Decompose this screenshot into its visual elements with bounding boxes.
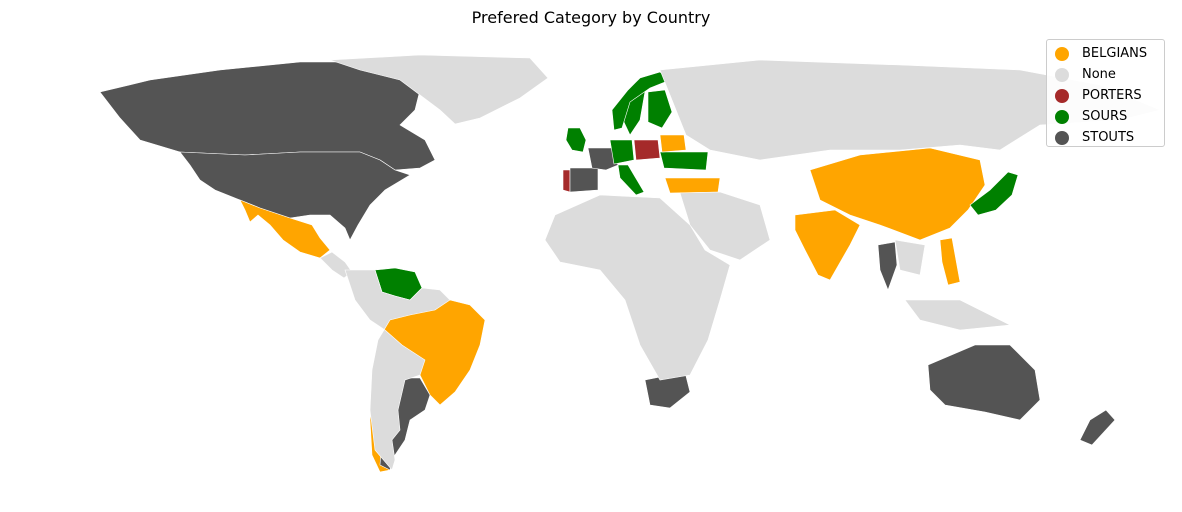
- region-france: [587, 147, 619, 171]
- legend-label: SOURS: [1082, 109, 1128, 124]
- region-southeast-asia-other: [894, 239, 1012, 331]
- region-africa-other: [544, 194, 731, 381]
- region-poland: [633, 139, 661, 161]
- region-russia: [659, 59, 1161, 161]
- legend-marker-icon: [1055, 88, 1069, 103]
- region-germany: [609, 139, 635, 165]
- legend-label: STOUTS: [1082, 130, 1135, 145]
- region-finland: [647, 89, 673, 129]
- region-south-america-other: [344, 269, 451, 471]
- region-turkey: [664, 177, 721, 194]
- legend-item-stouts: STOUTS: [1055, 127, 1164, 148]
- region-new-zealand: [1079, 409, 1116, 446]
- legend-marker-icon: [1055, 67, 1069, 82]
- region-australia: [927, 344, 1041, 421]
- region-greenland: [329, 54, 549, 125]
- legend: BELGIANS None PORTERS SOURS STOUTS: [1046, 39, 1165, 147]
- region-philippines: [939, 237, 961, 286]
- legend-item-sours: SOURS: [1055, 106, 1164, 127]
- region-ukraine: [659, 151, 709, 171]
- legend-label: None: [1082, 67, 1116, 82]
- legend-label: PORTERS: [1082, 88, 1142, 103]
- legend-item-none: None: [1055, 64, 1164, 85]
- legend-marker-icon: [1055, 109, 1069, 124]
- legend-item-belgians: BELGIANS: [1055, 43, 1164, 64]
- legend-marker-icon: [1055, 130, 1069, 145]
- region-middle-east-other: [679, 191, 771, 261]
- region-portugal: [562, 169, 571, 193]
- region-mexico: [239, 199, 331, 259]
- region-india: [794, 209, 861, 281]
- region-japan: [969, 171, 1019, 216]
- region-thailand: [877, 241, 898, 291]
- legend-marker-icon: [1055, 46, 1069, 61]
- region-united-kingdom: [565, 127, 587, 153]
- region-china: [809, 147, 986, 241]
- region-italy: [617, 164, 645, 196]
- legend-label: BELGIANS: [1082, 46, 1148, 61]
- region-united-states: [179, 151, 411, 241]
- map-title: Prefered Category by Country: [471, 8, 711, 27]
- region-belarus: [659, 134, 687, 153]
- region-spain: [569, 167, 599, 193]
- legend-item-porters: PORTERS: [1055, 85, 1164, 106]
